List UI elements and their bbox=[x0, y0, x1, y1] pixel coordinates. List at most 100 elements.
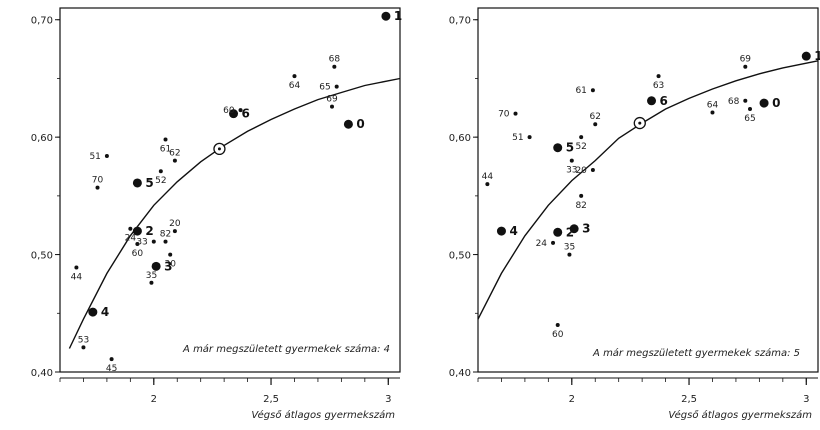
point-label: 33 bbox=[566, 166, 577, 176]
point-label: 6 bbox=[242, 107, 250, 121]
point-label: 61 bbox=[160, 145, 171, 155]
group-point bbox=[647, 96, 657, 106]
group-point bbox=[132, 178, 142, 188]
y-tick-label: 0,40 bbox=[31, 368, 53, 379]
group-point bbox=[759, 98, 769, 108]
point-label: 69 bbox=[326, 95, 338, 105]
point-label: 33 bbox=[136, 238, 147, 248]
panel-note: A már megszületett gyermekek száma: 4 bbox=[182, 343, 390, 355]
point-label: 2 bbox=[566, 225, 574, 239]
point-label: 20 bbox=[169, 219, 181, 229]
plot-frame bbox=[59, 7, 401, 373]
point-label: 5 bbox=[145, 176, 153, 190]
group-point bbox=[229, 109, 239, 119]
point-label: 1 bbox=[814, 49, 820, 63]
year-point bbox=[590, 88, 595, 93]
year-point bbox=[172, 158, 177, 163]
point-label: 60 bbox=[223, 106, 235, 116]
point-label: 0 bbox=[772, 96, 780, 110]
year-point bbox=[151, 239, 156, 244]
point-label: 24 bbox=[125, 234, 137, 244]
year-point bbox=[743, 98, 748, 103]
group-point bbox=[381, 11, 391, 21]
point-label: 1 bbox=[394, 9, 402, 23]
year-point bbox=[579, 193, 584, 198]
point-label: 51 bbox=[512, 133, 523, 143]
point-label: 4 bbox=[509, 224, 517, 238]
year-point bbox=[579, 135, 584, 140]
year-point bbox=[555, 323, 560, 328]
reference-point-center bbox=[217, 147, 221, 151]
point-label: 30 bbox=[164, 260, 176, 270]
year-point bbox=[81, 345, 86, 350]
year-point bbox=[332, 64, 337, 69]
point-label: 44 bbox=[482, 172, 494, 182]
year-point bbox=[109, 357, 114, 362]
point-label: 70 bbox=[498, 110, 510, 120]
x-tick-label: 2,5 bbox=[263, 394, 279, 405]
year-point bbox=[238, 108, 243, 113]
x-tick-label: 2 bbox=[151, 394, 157, 405]
group-point bbox=[496, 226, 506, 236]
year-point bbox=[485, 182, 490, 187]
point-label: 52 bbox=[155, 176, 166, 186]
group-point bbox=[569, 224, 579, 234]
x-axis-title: Végső átlagos gyermekszám bbox=[251, 409, 395, 421]
point-label: 63 bbox=[653, 81, 664, 91]
y-tick-label: 0,60 bbox=[31, 133, 53, 144]
point-label: 62 bbox=[169, 149, 180, 159]
year-point bbox=[168, 252, 173, 257]
year-point bbox=[567, 252, 572, 257]
chart-panel-right: 0,40 0,50 0,60 0,70 2 2,5 3 Végső átlagos gyerm… bbox=[449, 7, 820, 421]
point-label: 2 bbox=[145, 224, 153, 238]
year-point bbox=[527, 135, 532, 140]
year-point bbox=[149, 280, 154, 285]
point-label: 6 bbox=[660, 94, 668, 108]
x-axis-title: Végső átlagos gyermekszám bbox=[668, 409, 812, 421]
point-label: 61 bbox=[575, 86, 586, 96]
year-point bbox=[513, 111, 518, 116]
point-label: 5 bbox=[566, 141, 574, 155]
point-label: 82 bbox=[160, 230, 171, 240]
point-label: 20 bbox=[575, 166, 587, 176]
point-label: 53 bbox=[78, 335, 89, 345]
year-point bbox=[569, 158, 574, 163]
group-point bbox=[343, 119, 353, 129]
point-label: 70 bbox=[92, 176, 104, 186]
year-point bbox=[710, 110, 715, 115]
year-point bbox=[104, 153, 109, 158]
point-label: 35 bbox=[146, 271, 157, 281]
group-point bbox=[132, 226, 142, 236]
plot-frame bbox=[477, 7, 819, 373]
point-label: 60 bbox=[132, 249, 144, 259]
year-point bbox=[330, 104, 334, 109]
point-label: 69 bbox=[740, 55, 752, 65]
point-label: 68 bbox=[728, 97, 740, 107]
year-point bbox=[172, 229, 177, 234]
group-point bbox=[553, 227, 563, 237]
year-point bbox=[551, 240, 556, 245]
point-label: 82 bbox=[575, 201, 586, 211]
point-label: 68 bbox=[329, 55, 341, 65]
year-point bbox=[748, 106, 752, 111]
point-label: 65 bbox=[744, 114, 755, 124]
year-point bbox=[158, 169, 163, 174]
group-point bbox=[801, 51, 811, 61]
point-label: 60 bbox=[552, 330, 564, 340]
year-point bbox=[95, 185, 100, 190]
y-tick-label: 0,60 bbox=[449, 133, 471, 144]
point-label: 4 bbox=[101, 305, 109, 319]
year-point bbox=[593, 122, 598, 127]
x-tick-label: 3 bbox=[803, 394, 809, 405]
point-label: 51 bbox=[89, 152, 100, 162]
point-label: 24 bbox=[536, 239, 548, 249]
point-label: 35 bbox=[564, 243, 575, 253]
reference-point-center bbox=[638, 121, 642, 125]
chart-panel-left: 0,40 0,50 0,60 0,70 2 2,5 3 Végső átlagos gyerm… bbox=[31, 7, 402, 421]
fitted-curve bbox=[68, 77, 401, 349]
point-label: 3 bbox=[164, 259, 172, 273]
year-point bbox=[334, 84, 339, 89]
x-tick-label: 3 bbox=[385, 394, 391, 405]
point-label: 44 bbox=[71, 272, 83, 282]
